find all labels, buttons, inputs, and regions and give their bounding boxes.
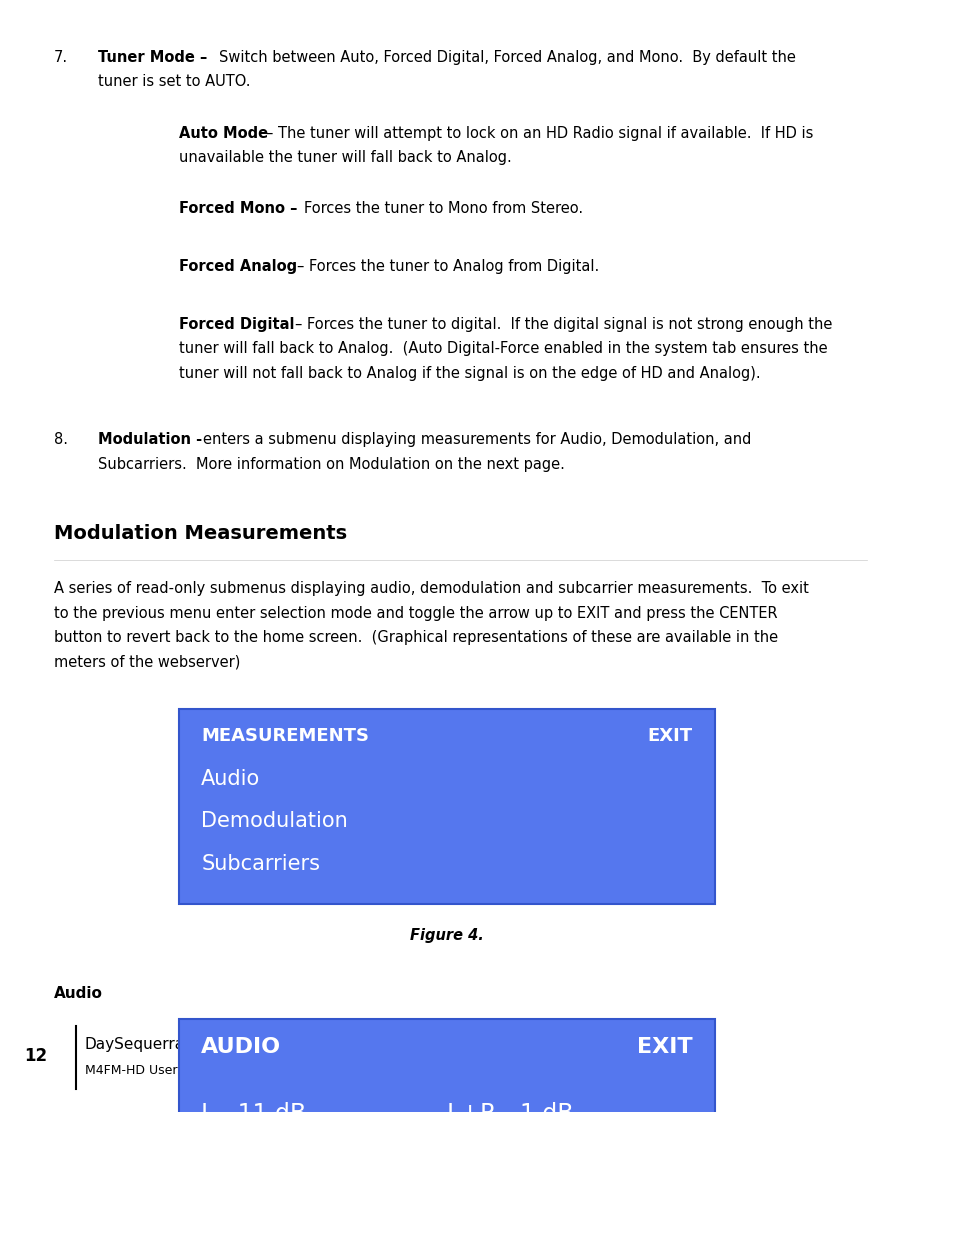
Text: M4FM-HD User Manual: M4FM-HD User Manual [85, 1065, 227, 1077]
Text: tuner is set to AUTO.: tuner is set to AUTO. [98, 74, 251, 89]
Text: Demodulation: Demodulation [201, 811, 348, 831]
Text: meters of the webserver): meters of the webserver) [53, 655, 240, 669]
Text: Figure 4.: Figure 4. [410, 929, 483, 944]
Text: L  -11 dB: L -11 dB [201, 1102, 306, 1125]
Text: Tuner Mode –: Tuner Mode – [98, 51, 208, 65]
Text: EXIT: EXIT [637, 1037, 692, 1057]
Text: tuner will not fall back to Analog if the signal is on the edge of HD and Analog: tuner will not fall back to Analog if th… [178, 366, 760, 380]
Text: – The tuner will attempt to lock on an HD Radio signal if available.  If HD is: – The tuner will attempt to lock on an H… [266, 126, 813, 141]
Text: Modulation -: Modulation - [98, 432, 202, 447]
FancyBboxPatch shape [178, 709, 715, 904]
Text: – Forces the tuner to Analog from Digital.: – Forces the tuner to Analog from Digita… [296, 259, 598, 274]
Text: Subcarriers: Subcarriers [201, 853, 320, 873]
Text: tuner will fall back to Analog.  (Auto Digital-Force enabled in the system tab e: tuner will fall back to Analog. (Auto Di… [178, 341, 826, 356]
Text: AUDIO: AUDIO [201, 1037, 281, 1057]
FancyBboxPatch shape [178, 1019, 715, 1214]
Text: Audio: Audio [201, 769, 260, 789]
Text: Modulation Measurements: Modulation Measurements [53, 524, 346, 542]
Text: L+R  -1 dB: L+R -1 dB [447, 1102, 573, 1125]
Text: enters a submenu displaying measurements for Audio, Demodulation, and: enters a submenu displaying measurements… [203, 432, 751, 447]
Text: DaySequerra: DaySequerra [85, 1037, 185, 1052]
Text: Forced Mono –: Forced Mono – [178, 201, 297, 216]
Text: 7.: 7. [53, 51, 68, 65]
Text: button to revert back to the home screen.  (Graphical representations of these a: button to revert back to the home screen… [53, 630, 777, 645]
Text: Forced Digital: Forced Digital [178, 317, 294, 332]
Text: R  -11 dB: R -11 dB [201, 1144, 309, 1168]
Text: Switch between Auto, Forced Digital, Forced Analog, and Mono.  By default the: Switch between Auto, Forced Digital, For… [219, 51, 795, 65]
Text: 12: 12 [24, 1047, 48, 1065]
Text: unavailable the tuner will fall back to Analog.: unavailable the tuner will fall back to … [178, 151, 511, 165]
Text: L-R    1 dB: L-R 1 dB [447, 1144, 568, 1168]
Text: A series of read-only submenus displaying audio, demodulation and subcarrier mea: A series of read-only submenus displayin… [53, 582, 808, 597]
Text: to the previous menu enter selection mode and toggle the arrow up to EXIT and pr: to the previous menu enter selection mod… [53, 606, 777, 621]
Text: – Forces the tuner to digital.  If the digital signal is not strong enough the: – Forces the tuner to digital. If the di… [294, 317, 832, 332]
Text: Audio: Audio [53, 986, 102, 1002]
Text: EXIT: EXIT [647, 727, 692, 745]
Text: Forced Analog: Forced Analog [178, 259, 296, 274]
Text: Subcarriers.  More information on Modulation on the next page.: Subcarriers. More information on Modulat… [98, 457, 564, 472]
Text: Forces the tuner to Mono from Stereo.: Forces the tuner to Mono from Stereo. [304, 201, 582, 216]
Text: 8.: 8. [53, 432, 68, 447]
Text: Auto Mode: Auto Mode [178, 126, 268, 141]
Text: MEASUREMENTS: MEASUREMENTS [201, 727, 369, 745]
